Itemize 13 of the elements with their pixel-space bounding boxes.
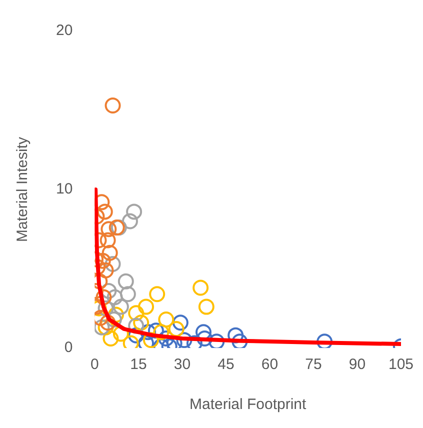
y-tick-label: 0 [64,339,73,356]
x-tick-label: 105 [388,356,414,374]
x-tick-label: 45 [218,356,234,374]
x-tick-label: 30 [174,356,191,374]
x-tick-label: 60 [261,356,278,374]
y-tick-label: 10 [56,180,73,198]
x-tick-label: 75 [305,356,322,374]
x-tick-label: 15 [130,356,147,374]
y-axis-title: Material Intesity [14,136,32,242]
y-tick-label: 20 [56,22,73,40]
x-axis-title: Material Footprint [189,396,308,414]
x-tick-label: 90 [348,356,366,374]
x-tick-label: 0 [90,356,99,374]
